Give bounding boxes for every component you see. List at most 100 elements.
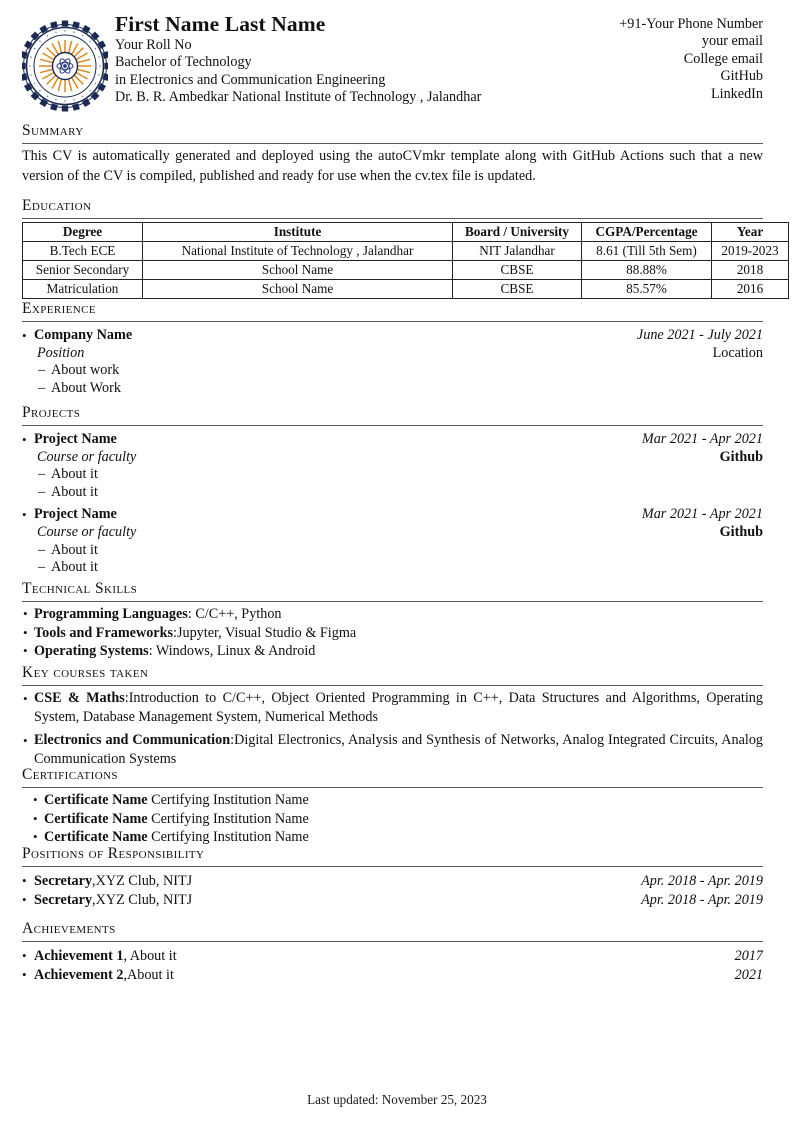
institute-line: Dr. B. R. Ambedkar National Institute of…	[115, 89, 482, 106]
bullet-icon: •	[33, 810, 38, 826]
section-heading-technical-skills: Technical Skills	[22, 580, 138, 597]
skill-label: Operating Systems	[34, 643, 149, 660]
course-value: Introduction to C/C++, Object Oriented P…	[34, 690, 763, 726]
skill-row: • Tools and Frameworks:Jupyter, Visual St…	[22, 624, 763, 643]
project-point: – About it	[22, 559, 763, 577]
position-org: ,XYZ Club, NITJ	[92, 891, 193, 908]
en-dash-icon: –	[38, 483, 46, 500]
linkedin-link[interactable]: LinkedIn	[710, 85, 763, 102]
column-header-year: Year	[711, 222, 789, 242]
certificate-name: Certificate Name	[44, 792, 148, 808]
en-dash-icon: –	[38, 362, 46, 379]
table-row: Senior Secondary School Name CBSE 88.88%…	[22, 259, 789, 280]
section-technical-skills: Technical Skills • Programming Languages:…	[22, 580, 763, 661]
section-rule	[22, 218, 763, 219]
table-header-row: Degree Institute Board / University CGPA…	[22, 222, 789, 242]
cell-institute: School Name	[142, 278, 453, 299]
skill-label: Programming Languages	[34, 606, 188, 622]
achievement-desc: ,About it	[123, 966, 174, 983]
en-dash-icon: –	[38, 541, 46, 558]
project-date: Mar 2021 - Apr 2021	[641, 431, 763, 447]
skill-value: Windows, Linux & Android	[155, 643, 316, 660]
experience-location: Location	[712, 344, 763, 361]
certificate-issuer: Certifying Institution Name	[151, 810, 309, 827]
section-achievements: Achievements • Achievement 1, About it 2…	[22, 920, 763, 984]
certificate-name: Certificate Name	[44, 829, 148, 846]
project-point-text: About it	[51, 559, 98, 576]
cell-year: 2019-2023	[711, 240, 789, 261]
experience-point-text: About Work	[51, 379, 121, 396]
section-rule	[22, 321, 763, 322]
achievement-year: 2021	[734, 966, 763, 983]
skill-separator: :	[148, 643, 156, 660]
section-heading-positions: Positions of Responsibility	[22, 845, 205, 862]
experience-item: • Company Name June 2021 - July 2021 Pos…	[22, 327, 763, 397]
position-org: ,XYZ Club, NITJ	[92, 873, 193, 889]
project-name: Project Name	[34, 431, 117, 447]
roll-number: Your Roll No	[115, 37, 192, 53]
experience-subtitle-row: Position Location	[25, 345, 763, 363]
bullet-icon: •	[22, 873, 27, 888]
experience-date: June 2021 - July 2021	[636, 327, 763, 343]
personal-email-link[interactable]: your email	[701, 33, 763, 50]
en-dash-icon: –	[38, 466, 46, 483]
column-header-cgpa: CGPA/Percentage	[581, 222, 712, 242]
course-separator: :	[124, 690, 129, 706]
column-header-degree: Degree	[22, 222, 143, 242]
achievement-name: Achievement 1	[34, 948, 124, 964]
cell-institute: National Institute of Technology , Jalan…	[142, 240, 453, 261]
course-separator: :	[230, 731, 235, 748]
bullet-icon: •	[33, 792, 38, 807]
skill-value: C/C++, Python	[195, 606, 282, 622]
position-role: Secretary	[34, 873, 93, 889]
course-label: Electronics and Communication	[34, 731, 231, 748]
table-row: B.Tech ECE National Institute of Technol…	[22, 240, 789, 261]
experience-title-row: • Company Name June 2021 - July 2021	[22, 327, 763, 345]
en-dash-icon: –	[38, 559, 46, 576]
section-heading-certifications: Certifications	[22, 766, 118, 783]
section-rule	[22, 143, 763, 144]
summary-text: This CV is automatically generated and d…	[22, 148, 763, 184]
bullet-icon: •	[23, 624, 28, 640]
table-row: Matriculation School Name CBSE 85.57% 20…	[22, 278, 789, 299]
project-point-text: About it	[51, 483, 98, 500]
project-name: Project Name	[34, 506, 117, 523]
degree-line: Bachelor of Technology	[115, 54, 252, 71]
phone-number: +91-Your Phone Number	[619, 16, 763, 32]
position-row: • Secretary,XYZ Club, NITJ Apr. 2018 - A…	[22, 872, 763, 891]
bullet-icon: •	[23, 732, 28, 748]
course-label: CSE & Maths	[34, 690, 125, 706]
project-course: Course or faculty	[37, 448, 137, 465]
project-github-link[interactable]: Github	[719, 448, 763, 465]
github-link[interactable]: GitHub	[720, 68, 763, 85]
project-point: – About it	[22, 466, 763, 484]
section-certifications: Certifications • Certificate Name Certify…	[22, 766, 763, 847]
achievement-year: 2017	[734, 948, 763, 964]
position-role: Secretary	[34, 891, 93, 908]
project-github-link[interactable]: Github	[719, 523, 763, 540]
course-value: Digital Electronics, Analysis and Synthe…	[34, 731, 764, 768]
skill-row: • Programming Languages: C/C++, Python	[22, 605, 763, 624]
section-education: Education Degree Institute Board / Unive…	[22, 197, 789, 299]
skill-separator: :	[173, 624, 177, 641]
experience-point-text: About work	[51, 362, 120, 379]
project-item: • Project Name Mar 2021 - Apr 2021 Cours…	[22, 431, 763, 501]
position-title: Position	[37, 344, 85, 361]
cv-header: First Name Last Name Your Roll No Bachel…	[22, 12, 763, 114]
project-item: • Project Name Mar 2021 - Apr 2021 Cours…	[22, 506, 763, 576]
cell-board: CBSE	[452, 259, 582, 280]
bullet-icon: •	[22, 966, 27, 982]
cell-board: CBSE	[452, 278, 582, 299]
project-point-text: About it	[51, 466, 98, 483]
college-email-link[interactable]: College email	[683, 50, 763, 67]
last-updated-footer: Last updated: November 25, 2023	[307, 1092, 487, 1107]
section-summary: Summary This CV is automatically generat…	[22, 122, 763, 186]
bullet-icon: •	[23, 606, 28, 621]
certification-row: • Certificate Name Certifying Institution…	[22, 791, 763, 810]
skill-label: Tools and Frameworks	[34, 624, 173, 641]
achievement-name: Achievement 2	[34, 966, 124, 983]
position-date: Apr. 2018 - Apr. 2019	[641, 873, 763, 889]
certification-row: • Certificate Name Certifying Institution…	[22, 810, 763, 829]
project-course: Course or faculty	[37, 523, 137, 540]
section-positions-of-responsibility: Positions of Responsibility • Secretary,…	[22, 845, 763, 909]
